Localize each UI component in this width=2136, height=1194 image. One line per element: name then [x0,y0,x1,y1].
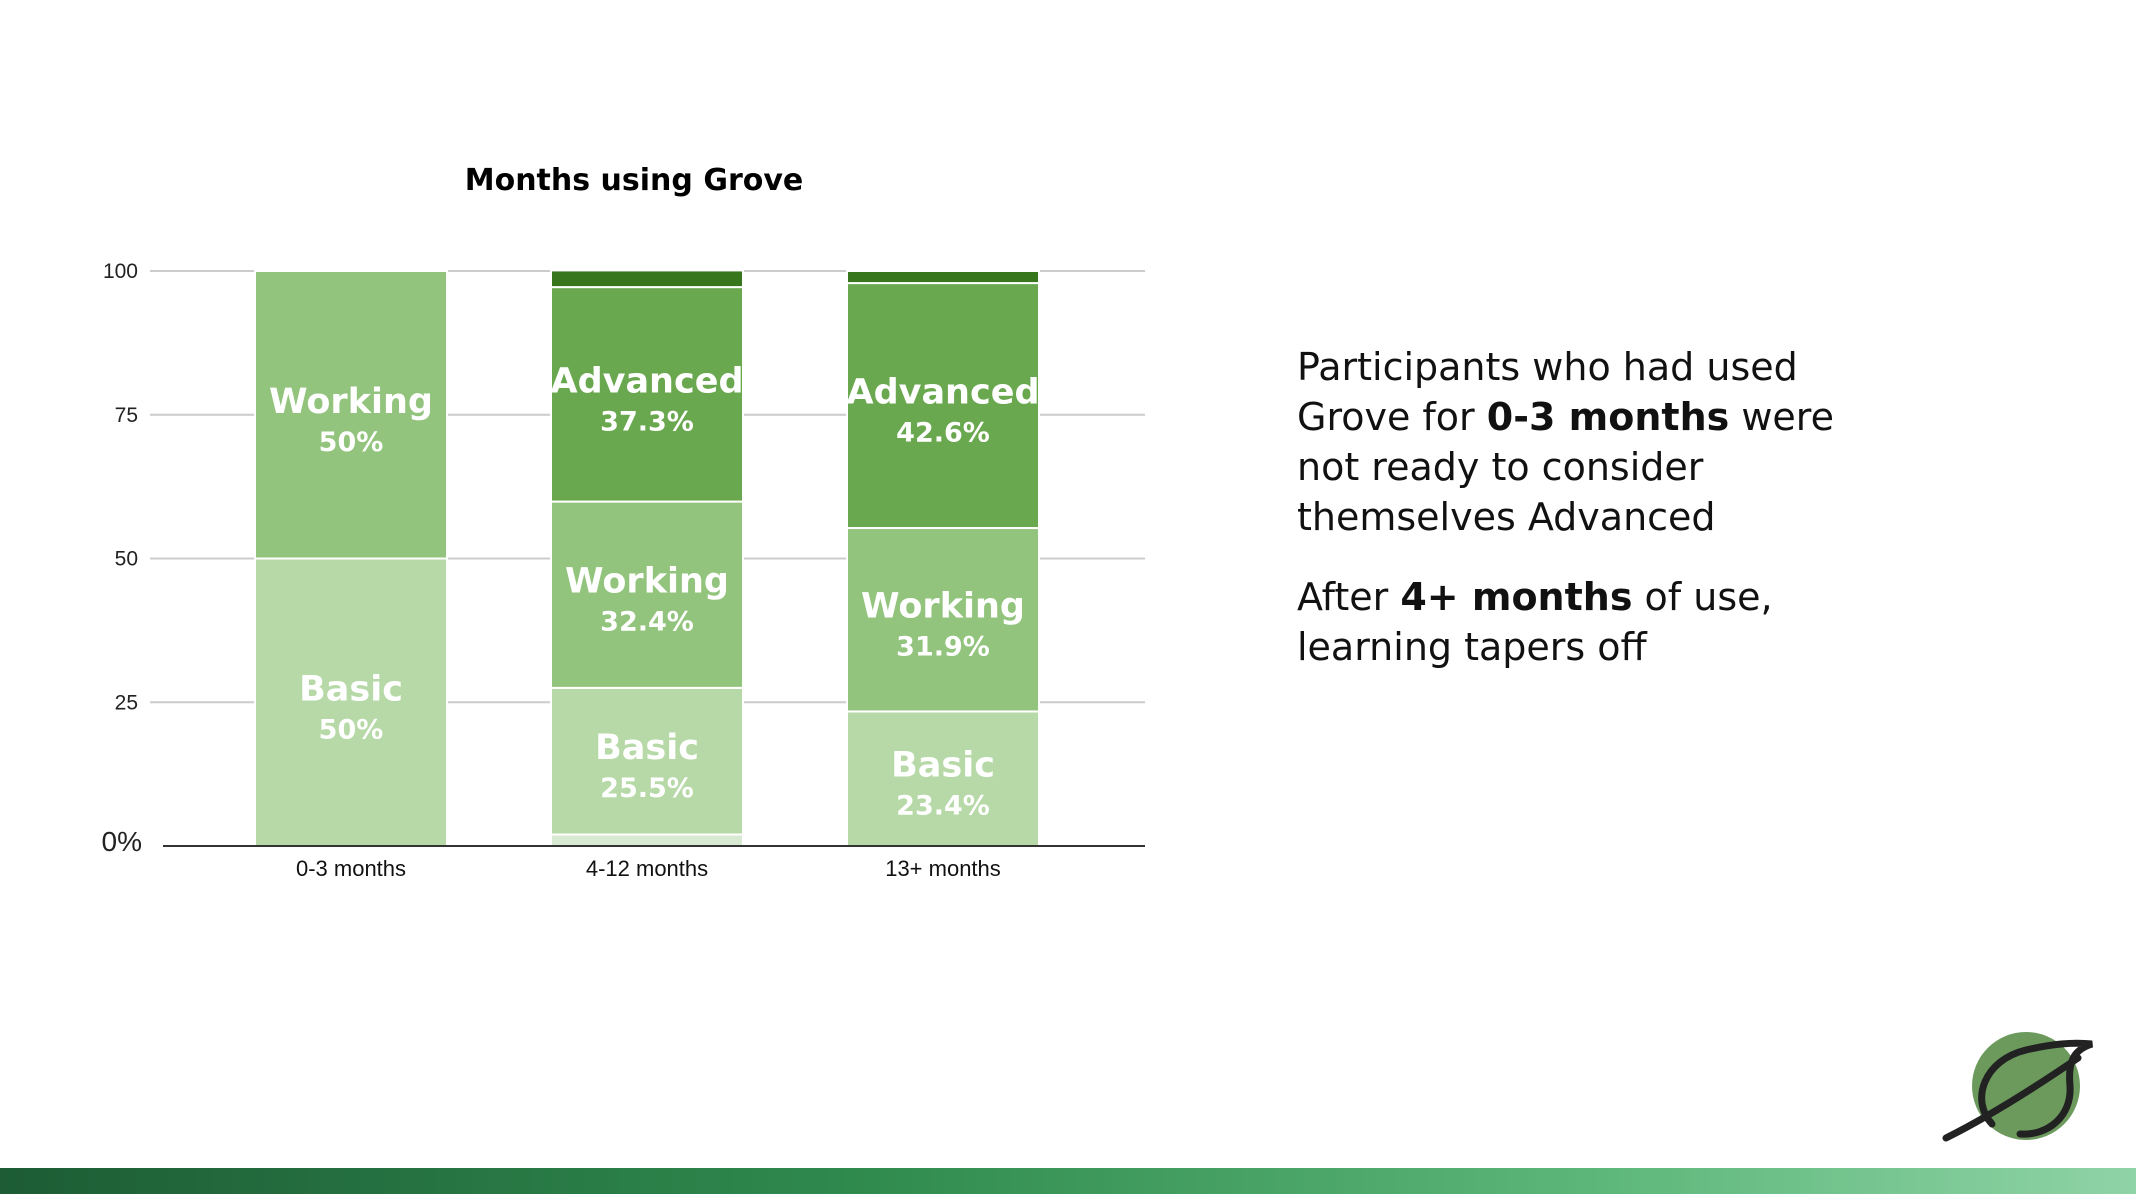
bar-segment-working-2 [846,527,1040,713]
logo-leaf-outline [1978,1039,2094,1138]
y-tick-label-zero: 0% [102,826,142,857]
bar-segment-advanced-1 [550,286,744,503]
y-tick-label-25: 25 [115,691,138,714]
notes-panel: Participants who had used Grove for 0-3 … [1297,342,1857,702]
logo-stem [1942,1054,2082,1142]
segment-label-basic-1: Basic [595,728,699,768]
note-2-text-a: After [1297,575,1401,619]
chart-title: Months using Grove [465,163,804,198]
y-tick-label-50: 50 [115,548,138,571]
segment-value-basic-2: 23.4% [896,791,990,822]
segment-label-basic-0: Basic [299,669,403,709]
x-tick-label-1: 4-12 months [586,856,708,881]
note-1-text-c: were not ready to consider themselves Ad… [1297,395,1834,539]
y-tick-label-100: 100 [103,260,138,283]
note-paragraph-1: Participants who had used Grove for 0-3 … [1297,342,1857,542]
segment-value-working-1: 32.4% [600,607,694,638]
bar-segment-basic-0 [254,557,448,847]
bars-group: Basic 50% Working 50% Basic 25.5% Working 32.4%… [254,269,1040,848]
grove-leaf-logo-icon [1942,1032,2094,1142]
note-1-text-a: Participants who had used Grove for [1297,345,1798,439]
segment-value-basic-1: 25.5% [600,773,694,804]
note-2-emphasis: 4+ months [1400,575,1633,619]
bar-segment-basic-1 [550,686,744,836]
segment-label-working-2: Working [861,587,1025,627]
stacked-bar-chart: Months using Grove Basic50%Working50%Bas… [102,163,1145,881]
note-paragraph-2: After 4+ months of use, learning tapers … [1297,572,1857,672]
bar-segment-top-2 [846,270,1040,285]
note-1-emphasis: 0-3 months [1486,395,1730,439]
bar-segment-working-0 [254,270,448,560]
segment-value-advanced-2: 42.6% [896,418,990,449]
y-tick-label-75: 75 [115,404,138,427]
segment-value-working-2: 31.9% [896,632,990,663]
note-2-text-c: of use, learning tapers off [1297,575,1773,669]
bar-segment-bottom-1 [550,833,744,847]
segment-label-basic-2: Basic [891,746,995,786]
bar-segment-advanced-2 [846,282,1040,530]
bar-segment-top-1 [550,269,744,289]
segment-value-basic-0: 50% [319,714,384,745]
segment-value-working-0: 50% [319,427,384,458]
x-tick-label-0: 0-3 months [296,856,406,881]
bar-segment-working-1 [550,500,744,689]
bar-segment-basic-2 [846,710,1040,848]
segment-label-advanced-1: Advanced [550,361,743,401]
axes-group: 25 50 75 100 0% 0-3 months 4-12 months 13+ mont… [102,260,1145,881]
segment-value-advanced-1: 37.3% [600,406,694,437]
segment-label-working-0: Working [269,382,433,422]
segment-label-advanced-2: Advanced [846,373,1039,413]
segment-label-working-1: Working [565,562,729,602]
footer-gradient-bar [0,1168,2136,1194]
x-tick-label-2: 13+ months [885,856,1001,881]
